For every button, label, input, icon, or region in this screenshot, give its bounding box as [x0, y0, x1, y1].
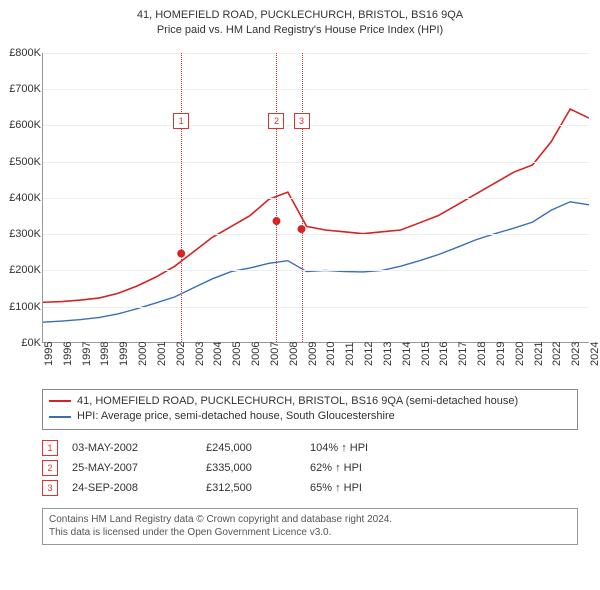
x-tick-label: 2000 [137, 341, 149, 365]
x-tick-label: 1998 [99, 341, 111, 365]
x-tick-label: 2020 [514, 341, 526, 365]
sale-marker-line [302, 53, 303, 342]
y-tick-label: £700K [1, 83, 41, 95]
y-tick-label: £600K [1, 119, 41, 131]
transaction-pct: 104% ↑ HPI [310, 442, 368, 454]
transaction-row: 2 25-MAY-2007 £335,000 62% ↑ HPI [42, 458, 578, 478]
x-tick-label: 2007 [269, 341, 281, 365]
transaction-date: 03-MAY-2002 [72, 442, 192, 454]
x-tick-label: 2006 [250, 341, 262, 365]
x-tick-label: 2004 [212, 341, 224, 365]
transaction-row: 3 24-SEP-2008 £312,500 65% ↑ HPI [42, 478, 578, 498]
transaction-badge: 1 [42, 440, 58, 456]
x-tick-label: 2008 [288, 341, 300, 365]
legend: 41, HOMEFIELD ROAD, PUCKLECHURCH, BRISTO… [42, 389, 578, 430]
transactions-table: 1 03-MAY-2002 £245,000 104% ↑ HPI 2 25-MAY-20… [42, 438, 578, 498]
x-tick-label: 2014 [401, 341, 413, 365]
x-tick-label: 2019 [495, 341, 507, 365]
x-tick-label: 2018 [476, 341, 488, 365]
x-tick-label: 2021 [533, 341, 545, 365]
transaction-pct: 65% ↑ HPI [310, 482, 362, 494]
sale-marker-badge: 1 [173, 113, 189, 129]
legend-label: HPI: Average price, semi-detached house,… [77, 409, 395, 424]
sale-marker-badge: 3 [294, 113, 310, 129]
y-tick-label: £400K [1, 192, 41, 204]
transaction-date: 24-SEP-2008 [72, 482, 192, 494]
x-tick-label: 1999 [118, 341, 130, 365]
title-line-1: 41, HOMEFIELD ROAD, PUCKLECHURCH, BRISTO… [10, 8, 590, 23]
y-tick-label: £200K [1, 264, 41, 276]
footer: Contains HM Land Registry data © Crown c… [42, 508, 578, 545]
sale-marker-line [276, 53, 277, 342]
y-tick-label: £0K [1, 337, 41, 349]
x-tick-label: 2005 [231, 341, 243, 365]
transaction-price: £245,000 [206, 442, 296, 454]
x-tick-label: 2024 [589, 341, 600, 365]
transaction-price: £335,000 [206, 462, 296, 474]
y-tick-label: £500K [1, 156, 41, 168]
x-tick-label: 1996 [62, 341, 74, 365]
x-tick-label: 2023 [570, 341, 582, 365]
sale-marker-line [181, 53, 182, 342]
plot-area: £0K£100K£200K£300K£400K£500K£600K£700K£8… [42, 53, 589, 343]
title-line-2: Price paid vs. HM Land Registry's House … [10, 23, 590, 38]
footer-line-2: This data is licensed under the Open Gov… [49, 526, 571, 540]
transaction-badge: 2 [42, 460, 58, 476]
sale-marker-badge: 2 [268, 113, 284, 129]
x-tick-label: 2002 [175, 341, 187, 365]
x-tick-label: 2003 [194, 341, 206, 365]
x-tick-label: 2022 [551, 341, 563, 365]
legend-item: 41, HOMEFIELD ROAD, PUCKLECHURCH, BRISTO… [49, 394, 571, 409]
y-tick-label: £300K [1, 228, 41, 240]
x-tick-label: 1995 [43, 341, 55, 365]
chart-titles: 41, HOMEFIELD ROAD, PUCKLECHURCH, BRISTO… [0, 0, 600, 43]
x-tick-label: 2012 [363, 341, 375, 365]
transaction-row: 1 03-MAY-2002 £245,000 104% ↑ HPI [42, 438, 578, 458]
x-tick-label: 1997 [81, 341, 93, 365]
x-tick-label: 2011 [344, 342, 356, 366]
legend-label: 41, HOMEFIELD ROAD, PUCKLECHURCH, BRISTO… [77, 394, 518, 409]
x-tick-label: 2009 [307, 341, 319, 365]
legend-swatch [49, 400, 71, 402]
legend-swatch [49, 416, 71, 418]
y-tick-label: £800K [1, 47, 41, 59]
transaction-date: 25-MAY-2007 [72, 462, 192, 474]
x-tick-label: 2016 [438, 341, 450, 365]
transaction-price: £312,500 [206, 482, 296, 494]
x-tick-label: 2013 [382, 341, 394, 365]
transaction-pct: 62% ↑ HPI [310, 462, 362, 474]
x-tick-label: 2017 [457, 341, 469, 365]
x-tick-label: 2010 [325, 341, 337, 365]
footer-line-1: Contains HM Land Registry data © Crown c… [49, 513, 571, 527]
x-tick-label: 2015 [420, 341, 432, 365]
transaction-badge: 3 [42, 480, 58, 496]
chart: £0K£100K£200K£300K£400K£500K£600K£700K£8… [42, 43, 588, 383]
legend-item: HPI: Average price, semi-detached house,… [49, 409, 571, 424]
y-tick-label: £100K [1, 301, 41, 313]
x-tick-label: 2001 [156, 341, 168, 365]
